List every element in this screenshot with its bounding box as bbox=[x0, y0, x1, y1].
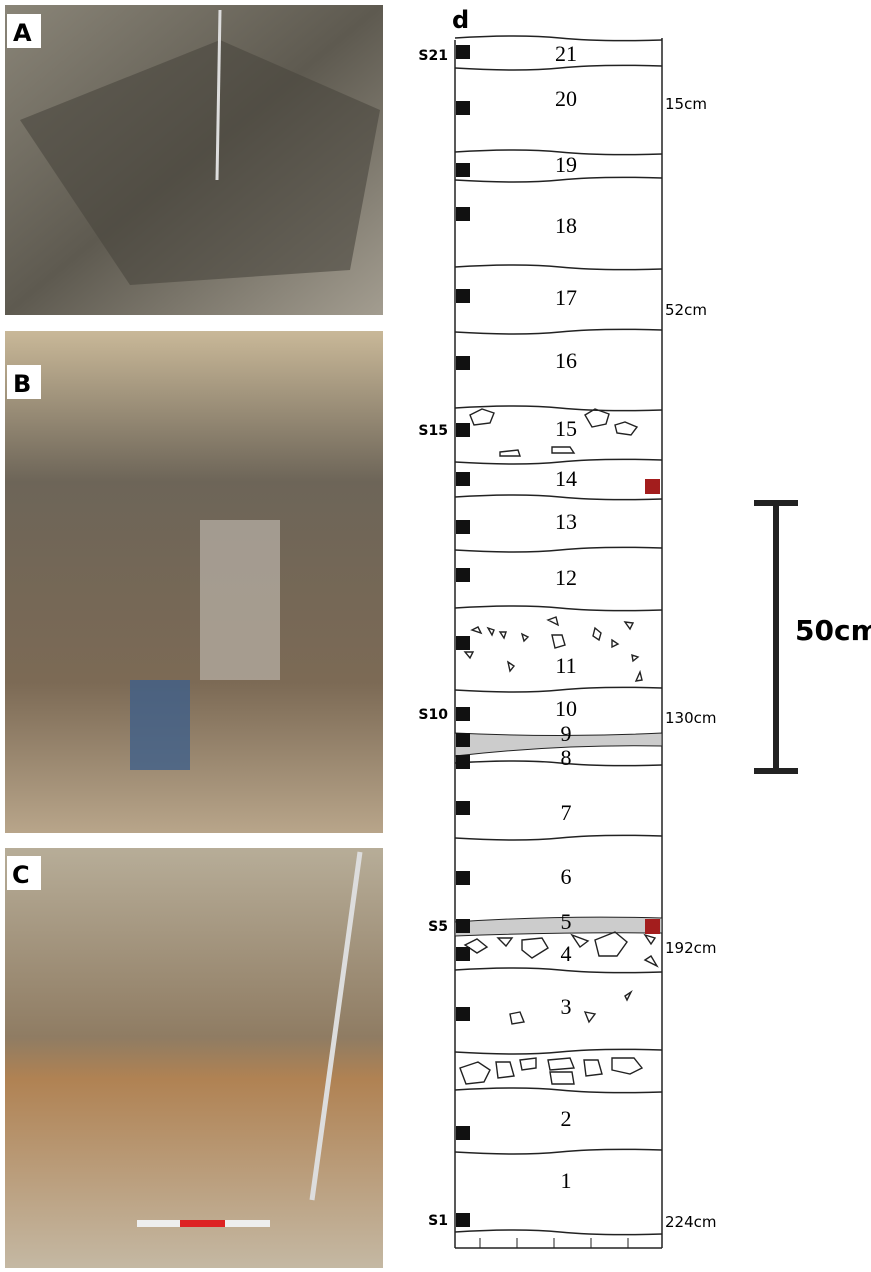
layer-label: 11 bbox=[555, 653, 576, 678]
boundary bbox=[455, 687, 662, 692]
layer-label: 19 bbox=[555, 152, 577, 177]
layer-label: 17 bbox=[555, 285, 577, 310]
sample-marker bbox=[456, 356, 470, 370]
layer-label: 16 bbox=[555, 348, 577, 373]
boundary bbox=[455, 459, 662, 464]
boundary bbox=[455, 835, 662, 840]
boundary bbox=[455, 329, 662, 334]
person bbox=[200, 520, 280, 680]
figure: A B C d 50cm 123456789101112131415161718… bbox=[0, 0, 871, 1272]
sample-marker bbox=[456, 163, 470, 177]
sample-marker bbox=[456, 472, 470, 486]
boundary bbox=[455, 265, 662, 270]
boundary bbox=[455, 1088, 662, 1093]
depth-label: 130cm bbox=[665, 709, 717, 727]
person bbox=[130, 680, 190, 770]
boundary bbox=[455, 1149, 662, 1154]
sample-marker-red bbox=[645, 919, 660, 934]
depth-label: 192cm bbox=[665, 939, 717, 957]
scale-label: 50cm bbox=[795, 614, 871, 647]
sample-marker bbox=[456, 919, 470, 933]
boundary bbox=[455, 65, 662, 70]
sample-marker bbox=[456, 568, 470, 582]
sample-marker bbox=[456, 1126, 470, 1140]
layer-label: 13 bbox=[555, 509, 577, 534]
boundary bbox=[455, 1230, 662, 1235]
sample-label: S10 bbox=[418, 707, 448, 723]
boundary bbox=[455, 36, 662, 41]
sample-marker bbox=[456, 871, 470, 885]
boundary bbox=[455, 177, 662, 182]
panel-label: A bbox=[13, 19, 32, 47]
layer-label: 20 bbox=[555, 86, 577, 111]
layer-label: 15 bbox=[555, 416, 577, 441]
layer-label: 10 bbox=[555, 696, 577, 721]
sample-label: S5 bbox=[428, 919, 448, 935]
sample-marker bbox=[456, 947, 470, 961]
layer-label: 4 bbox=[561, 941, 572, 966]
layer-label: 21 bbox=[555, 41, 577, 66]
layer-label: 7 bbox=[561, 800, 572, 825]
scale-stick bbox=[180, 1220, 225, 1227]
layer-label: 2 bbox=[561, 1106, 572, 1131]
boundary bbox=[455, 606, 662, 611]
boundary bbox=[455, 547, 662, 552]
layer-label: 1 bbox=[561, 1168, 572, 1193]
layer-label: 6 bbox=[561, 864, 572, 889]
layer-label: 8 bbox=[561, 745, 572, 770]
panel-label: B bbox=[13, 370, 31, 398]
sample-marker-red bbox=[645, 479, 660, 494]
sample-marker bbox=[456, 520, 470, 534]
sample-marker bbox=[456, 707, 470, 721]
photo-b bbox=[5, 331, 383, 833]
sample-marker bbox=[456, 207, 470, 221]
boundary bbox=[455, 968, 662, 973]
sample-marker bbox=[456, 1007, 470, 1021]
depth-label: 15cm bbox=[665, 95, 707, 113]
sample-marker bbox=[456, 801, 470, 815]
depth-label: 52cm bbox=[665, 301, 707, 319]
layer-label: 3 bbox=[561, 994, 572, 1019]
sample-marker bbox=[456, 423, 470, 437]
layer-label: 12 bbox=[555, 565, 577, 590]
sample-marker bbox=[456, 755, 470, 769]
sample-marker bbox=[456, 1213, 470, 1227]
depth-label: 224cm bbox=[665, 1213, 717, 1231]
sample-label: S15 bbox=[418, 423, 448, 439]
boundary bbox=[455, 495, 662, 500]
sample-marker bbox=[456, 101, 470, 115]
boundary bbox=[455, 761, 662, 766]
sample-marker bbox=[456, 733, 470, 747]
sample-marker bbox=[456, 636, 470, 650]
boundary bbox=[455, 1049, 662, 1054]
panel-label: C bbox=[12, 861, 30, 889]
layer-label: 14 bbox=[555, 466, 577, 491]
panel-label: d bbox=[452, 6, 469, 34]
sample-marker bbox=[456, 289, 470, 303]
photo-c bbox=[5, 848, 383, 1268]
sample-label: S1 bbox=[428, 1213, 448, 1229]
layer-label: 9 bbox=[561, 721, 572, 746]
layer-label: 5 bbox=[561, 909, 572, 934]
layer-label: 18 bbox=[555, 213, 577, 238]
sample-marker bbox=[456, 45, 470, 59]
sample-label: S21 bbox=[418, 48, 448, 64]
